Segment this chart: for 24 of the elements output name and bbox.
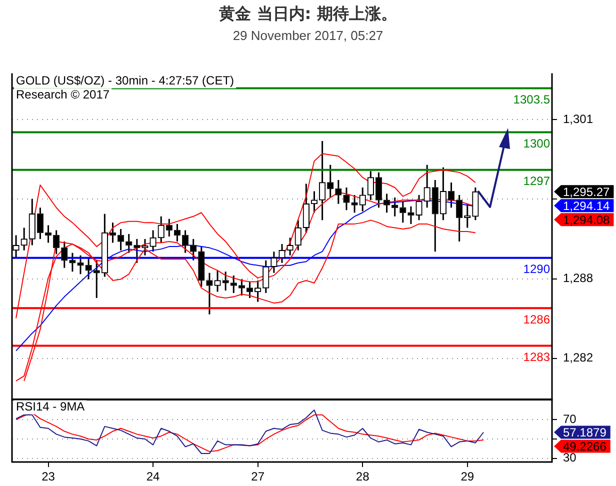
x-tick-label: 29 xyxy=(460,470,474,484)
annotation: Research © 2017 xyxy=(16,88,110,102)
y-tick-label: 1,288 xyxy=(563,271,594,286)
chart-title: 黄金 当日内: 期待上涨。 xyxy=(218,4,398,25)
ref-line-label: 1283 xyxy=(523,350,550,364)
text: 1,295.27 xyxy=(563,184,610,199)
x-tick-label: 23 xyxy=(42,470,56,484)
chart-subtitle: 29 November 2017, 05:27 xyxy=(232,28,384,43)
x-tick-label: 28 xyxy=(356,470,370,484)
x-tick-label: 24 xyxy=(146,470,160,484)
y-tick-label: 70 xyxy=(563,412,577,426)
text: 1,294.08 xyxy=(563,212,610,227)
text: 1,294.14 xyxy=(563,198,610,213)
y-tick-label: 1,282 xyxy=(563,350,594,365)
annotation: GOLD (US$/OZ) - 30min - 4:27:57 (CET) xyxy=(16,74,234,88)
text: 57.1879 xyxy=(563,426,607,440)
ref-line-label: 1300 xyxy=(523,136,550,151)
ref-line-label: 1286 xyxy=(523,312,550,326)
chart-title: RSI14 - 9MA xyxy=(16,400,85,414)
ref-line-label: 1290 xyxy=(523,262,550,276)
x-tick-label: 27 xyxy=(251,470,265,484)
y-tick-label: 1,301 xyxy=(563,112,594,126)
ref-line-label: 1303.5 xyxy=(513,92,550,107)
ref-line-label: 1297 xyxy=(523,174,550,188)
